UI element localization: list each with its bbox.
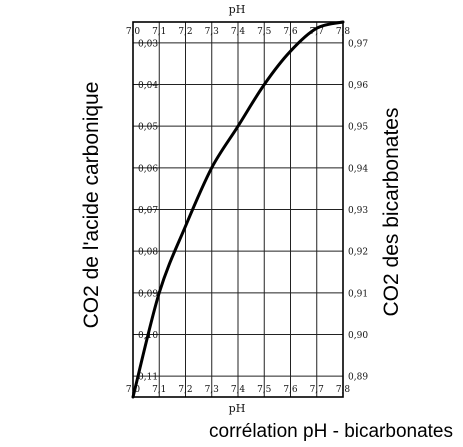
left-tick-label: 0,03 (138, 39, 158, 49)
grid (132, 22, 344, 397)
right-tick-label: 0,97 (348, 39, 368, 49)
right-tick-label: 0,94 (348, 164, 368, 174)
series (131, 20, 345, 399)
x-tick-label-bottom: 7,8 (336, 385, 351, 395)
left-tick-label: 0,04 (138, 81, 158, 91)
left-axis-title: CO2 de l'acide carbonique (80, 82, 103, 329)
left-tick-label: 0,08 (138, 248, 158, 258)
right-ticks: 0,97 0,96 0,95 0,94 0,93 0,92 0,91 0,90 0,89 (348, 39, 368, 382)
x-tick-label-top: 7,3 (205, 27, 220, 37)
right-axis-title: CO2 des bicarbonates (380, 108, 403, 317)
right-tick-label: 0,95 (348, 123, 368, 133)
series-line (131, 20, 345, 399)
x-tick-label-top: 7,4 (231, 27, 246, 37)
x-ticks-top: 7,0 7,1 7,2 7,3 7,4 7,5 7,6 7,7 7,8 (126, 27, 351, 37)
x-tick-label-top: 7,0 (126, 27, 141, 37)
right-tick-label: 0,89 (348, 373, 368, 383)
right-tick-label: 0,92 (348, 248, 368, 258)
x-tick-label-top: 7,2 (178, 27, 192, 37)
left-tick-label: 0,11 (138, 373, 158, 383)
right-tick-label: 0,96 (348, 81, 368, 91)
left-tick-label: 0,09 (138, 289, 158, 299)
x-tick-label-bottom: 7,0 (126, 385, 141, 395)
right-tick-label: 0,93 (348, 206, 368, 216)
chart-caption: corrélation pH - bicarbonates (209, 421, 453, 442)
right-tick-label: 0,90 (348, 331, 368, 341)
left-tick-label: 0,07 (138, 206, 158, 216)
x-tick-label-bottom: 7,3 (205, 385, 220, 395)
x-tick-label-bottom: 7,5 (257, 385, 272, 395)
x-tick-label-bottom: 7,6 (283, 385, 298, 395)
x-ticks-bottom: 7,0 7,1 7,2 7,3 7,4 7,5 7,6 7,7 7,8 (126, 385, 351, 395)
plot-frame (132, 21, 344, 398)
x-axis-title-bottom: pH (229, 402, 246, 415)
left-tick-label: 0,05 (138, 123, 158, 133)
x-tick-label-bottom: 7,2 (178, 385, 192, 395)
x-tick-label-top: 7,8 (336, 27, 351, 37)
x-tick-label-top: 7,7 (310, 27, 325, 37)
x-tick-label-top: 7,5 (257, 27, 272, 37)
x-tick-label-bottom: 7,1 (152, 385, 166, 395)
x-axis-title-top: pH (229, 3, 246, 16)
plot-border (132, 21, 344, 398)
x-tick-label-top: 7,6 (283, 27, 298, 37)
x-tick-label-top: 7,1 (152, 27, 166, 37)
x-tick-label-bottom: 7,7 (310, 385, 325, 395)
left-tick-label: 0,06 (138, 164, 158, 174)
right-tick-label: 0,91 (348, 289, 368, 299)
x-tick-label-bottom: 7,4 (231, 385, 246, 395)
